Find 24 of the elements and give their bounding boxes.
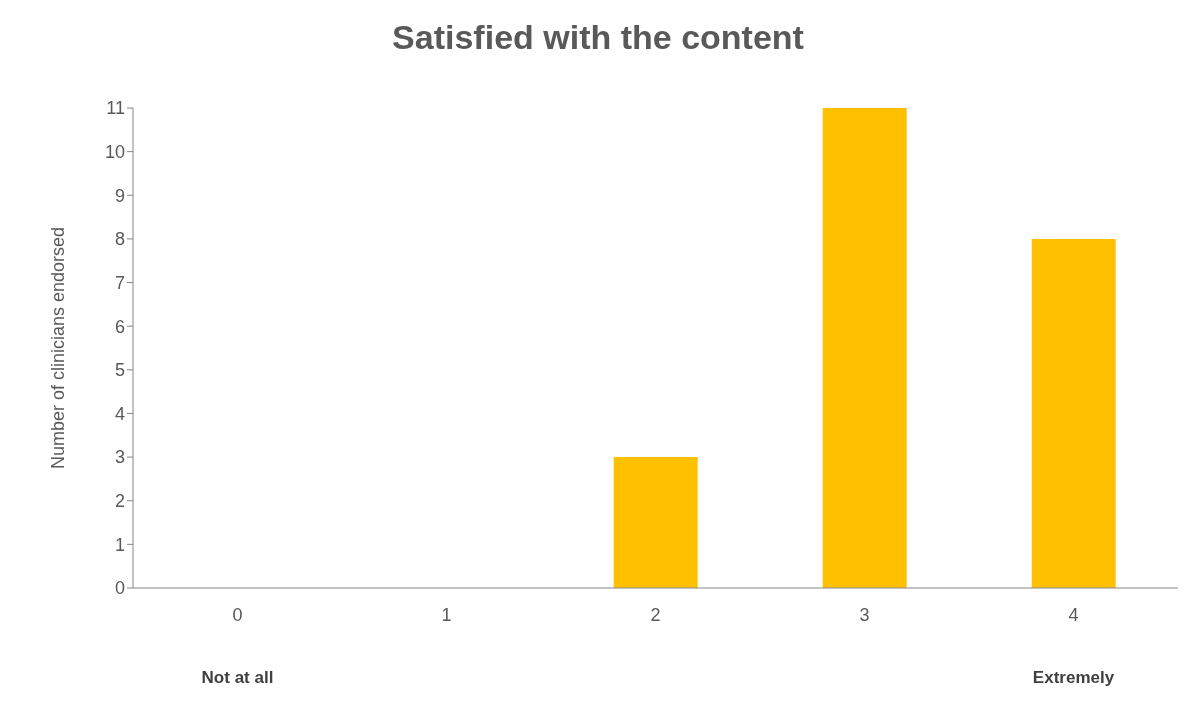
y-tick-label: 1	[114, 534, 125, 555]
bar	[822, 108, 907, 588]
y-tick-label: 0	[114, 578, 125, 599]
x-tick-label: 4	[1068, 604, 1079, 625]
bar	[1031, 238, 1116, 588]
x-tick-label: 1	[441, 604, 452, 625]
text: Not at all	[200, 668, 275, 688]
y-tick-label: 8	[114, 229, 125, 250]
y-tick-label: 7	[114, 272, 125, 293]
y-tick-label: 4	[114, 403, 125, 424]
y-tick-label: 2	[114, 491, 125, 512]
chart-title: Satisfied with the content	[391, 18, 805, 57]
x-tick-label: 0	[232, 604, 243, 625]
x-tick-label: 3	[859, 604, 870, 625]
y-tick-label: 5	[114, 360, 125, 381]
y-tick-label: 3	[114, 447, 125, 468]
bar	[613, 457, 698, 588]
y-tick-label: 9	[114, 185, 125, 206]
x-tick-label: 2	[650, 604, 661, 625]
y-tick-label: 6	[114, 316, 125, 337]
y-tick-label: 11	[106, 98, 125, 119]
y-tick-label: 10	[104, 142, 125, 163]
text: Extremely	[1031, 668, 1116, 688]
y-axis-title: Number of clinicians endorsed	[48, 226, 69, 470]
